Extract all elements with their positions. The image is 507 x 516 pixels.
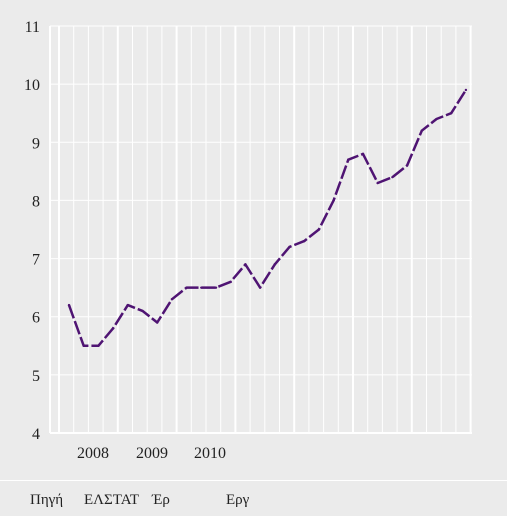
series-line [67,89,467,348]
data-point [361,152,365,156]
data-point [435,117,438,121]
data-point [97,344,100,347]
data-point [258,286,262,289]
data-point [156,321,159,324]
data-point [141,309,144,313]
x-tick-label: 2009 [136,445,168,462]
y-tick-label: 8 [32,193,40,210]
data-point [405,164,409,167]
data-point [347,158,350,161]
data-point [67,303,71,307]
x-tick-label: 2010 [194,445,226,462]
source-footer: Πηγή ΕΛΣΤΑΤ Έρ Εργ [0,480,507,516]
data-point [185,286,188,289]
source-text-1: Έρ [152,492,170,508]
x-tick-label: 2008 [77,445,109,462]
data-point [229,280,232,284]
data-point [303,239,306,243]
data-point [214,286,218,289]
data-point [82,344,85,347]
data-point [288,245,291,249]
data-point [170,298,174,301]
data-point [126,303,129,307]
source-org: ΕΛΣΤΑΤ [84,492,140,508]
y-tick-label: 4 [32,426,40,443]
y-tick-label: 5 [32,368,40,385]
line-chart: 4 5 6 7 8 9 10 11 2008 2009 2010 [24,19,472,462]
data-point [111,327,115,330]
data-point [420,129,423,132]
data-point [464,88,468,92]
data-point [273,263,276,266]
data-point [332,199,335,202]
data-point [391,175,394,179]
data-point [450,112,453,115]
source-label: Πηγή [30,492,64,508]
data-point [200,286,203,289]
source-text-2: Εργ [226,492,250,508]
data-point [317,228,321,231]
y-tick-label: 11 [25,19,40,36]
y-tick-label: 9 [32,135,40,152]
y-tick-label: 6 [32,310,40,327]
data-point [244,263,247,266]
y-tick-label: 7 [32,252,40,269]
data-point [376,181,379,185]
y-tick-label: 10 [24,77,40,94]
